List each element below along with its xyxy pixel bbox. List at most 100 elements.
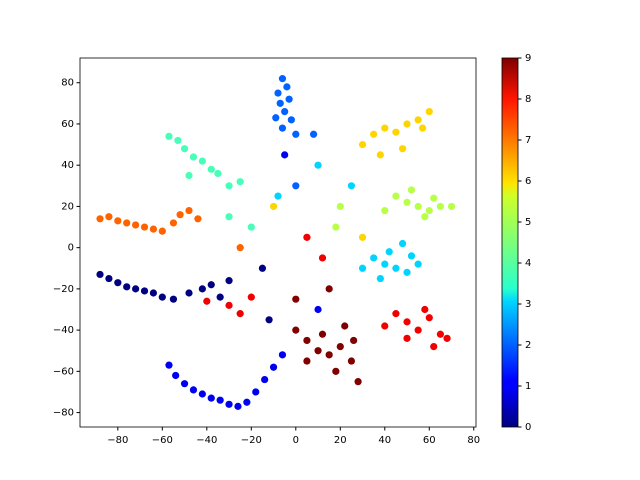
point: [370, 254, 378, 262]
point: [403, 334, 411, 342]
point: [216, 396, 224, 404]
point: [336, 202, 344, 211]
point: [376, 151, 384, 159]
point: [278, 124, 287, 132]
x-tick-label: −80: [107, 435, 128, 446]
y-tick-label: 80: [61, 78, 74, 89]
point: [269, 363, 278, 371]
point: [165, 361, 173, 369]
point: [292, 326, 300, 334]
point: [180, 380, 189, 388]
point: [105, 213, 113, 221]
y-tick-label: 20: [61, 201, 74, 212]
point: [318, 330, 327, 338]
point: [247, 293, 255, 301]
point: [114, 279, 122, 287]
point: [123, 219, 131, 227]
point: [385, 248, 393, 256]
point: [278, 75, 287, 83]
point: [381, 322, 389, 330]
point: [419, 124, 427, 132]
point: [114, 217, 122, 225]
y-tick-label: 0: [68, 243, 74, 254]
point: [234, 402, 242, 410]
point: [198, 157, 206, 165]
x-tick-label: −20: [241, 435, 262, 446]
y-tick-label: −80: [53, 408, 74, 419]
y-tick-label: 40: [61, 160, 74, 171]
axes-frame: [79, 57, 477, 428]
colorbar-tick-label: 2: [525, 340, 531, 351]
point: [303, 336, 311, 345]
point: [149, 225, 158, 233]
point: [203, 297, 211, 305]
point: [436, 202, 445, 211]
point: [236, 310, 244, 318]
x-tick-label: 80: [467, 435, 480, 446]
point: [207, 165, 215, 173]
point: [358, 264, 367, 272]
point: [403, 268, 411, 276]
y-tick-label: −40: [53, 325, 74, 336]
point: [278, 351, 287, 359]
point: [276, 99, 284, 107]
point: [332, 367, 340, 375]
point: [336, 343, 344, 351]
point: [303, 233, 311, 241]
colorbar-tick-label: 9: [525, 53, 531, 64]
point: [198, 390, 206, 398]
point: [180, 145, 189, 153]
point: [325, 351, 333, 359]
point: [376, 274, 384, 283]
point: [225, 400, 233, 408]
point: [303, 357, 311, 365]
colorbar-tick-label: 3: [525, 299, 531, 310]
point: [165, 132, 173, 140]
point: [392, 192, 400, 200]
point: [281, 151, 289, 159]
x-tick-label: 40: [378, 435, 391, 446]
point: [105, 274, 113, 283]
colorbar: [501, 57, 519, 428]
point: [269, 202, 278, 211]
point: [174, 136, 182, 145]
point: [158, 227, 166, 235]
points: [96, 75, 456, 410]
point: [325, 285, 333, 293]
point: [370, 130, 378, 138]
point: [407, 252, 416, 260]
y-tick-label: −20: [53, 284, 74, 295]
point: [169, 295, 178, 303]
point: [414, 202, 422, 211]
point: [176, 211, 184, 219]
point: [225, 277, 233, 285]
point: [347, 357, 356, 365]
point: [172, 371, 180, 380]
point: [96, 215, 104, 223]
point: [309, 130, 318, 138]
point: [258, 264, 267, 272]
point: [425, 107, 433, 116]
point: [443, 334, 451, 342]
point: [430, 194, 438, 202]
point: [403, 318, 411, 326]
point: [425, 206, 433, 215]
x-tick-label: −40: [196, 435, 217, 446]
point: [292, 182, 300, 190]
point: [283, 83, 291, 91]
point: [274, 192, 282, 200]
point: [341, 322, 349, 330]
y-tick-label: −60: [53, 366, 74, 377]
point: [272, 114, 280, 122]
y-tick-label: 60: [61, 119, 74, 130]
point: [414, 260, 422, 268]
point: [358, 140, 367, 149]
point: [403, 198, 411, 206]
x-tick-label: 0: [293, 435, 299, 446]
point: [287, 116, 295, 124]
point: [132, 221, 140, 229]
point: [225, 182, 233, 190]
point: [216, 293, 224, 301]
point: [421, 213, 429, 221]
point: [252, 388, 260, 396]
